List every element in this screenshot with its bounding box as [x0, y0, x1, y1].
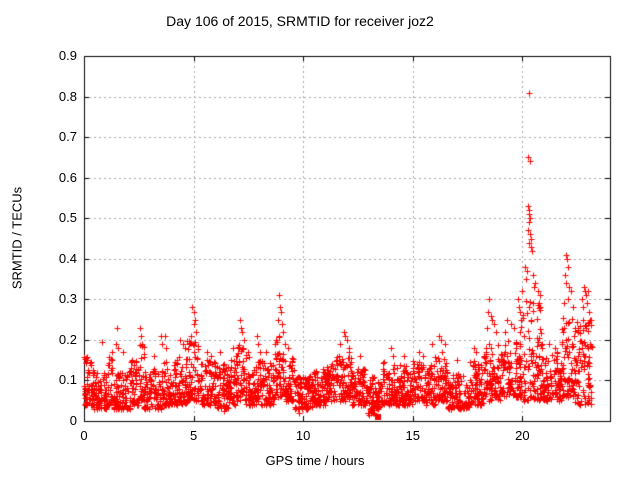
- y-tick-label: 0.4: [58, 250, 77, 266]
- y-tick-label: 0.2: [58, 331, 77, 347]
- x-tick-label: 15: [405, 428, 420, 443]
- y-tick-label: 0: [69, 413, 77, 428]
- y-axis-label-text: SRMTID / TECUs: [9, 186, 25, 290]
- x-tick-label: 5: [189, 428, 198, 443]
- y-tick-label: 0.8: [58, 88, 77, 104]
- chart-title: Day 106 of 2015, SRMTID for receiver joz…: [166, 13, 434, 29]
- y-tick-label: 0.7: [58, 129, 77, 145]
- y-tick-label: 0.3: [58, 291, 77, 307]
- x-tick-label: 0: [80, 428, 88, 443]
- x-tick-label: 20: [515, 428, 530, 443]
- x-axis-label: GPS time / hours: [265, 453, 365, 468]
- y-tick-label: 0.6: [58, 169, 77, 185]
- y-tick-label: 0.1: [58, 372, 77, 388]
- y-tick-label: 0.9: [58, 48, 77, 63]
- y-tick-label: 0.5: [58, 210, 77, 226]
- x-tick-label: 10: [295, 428, 311, 443]
